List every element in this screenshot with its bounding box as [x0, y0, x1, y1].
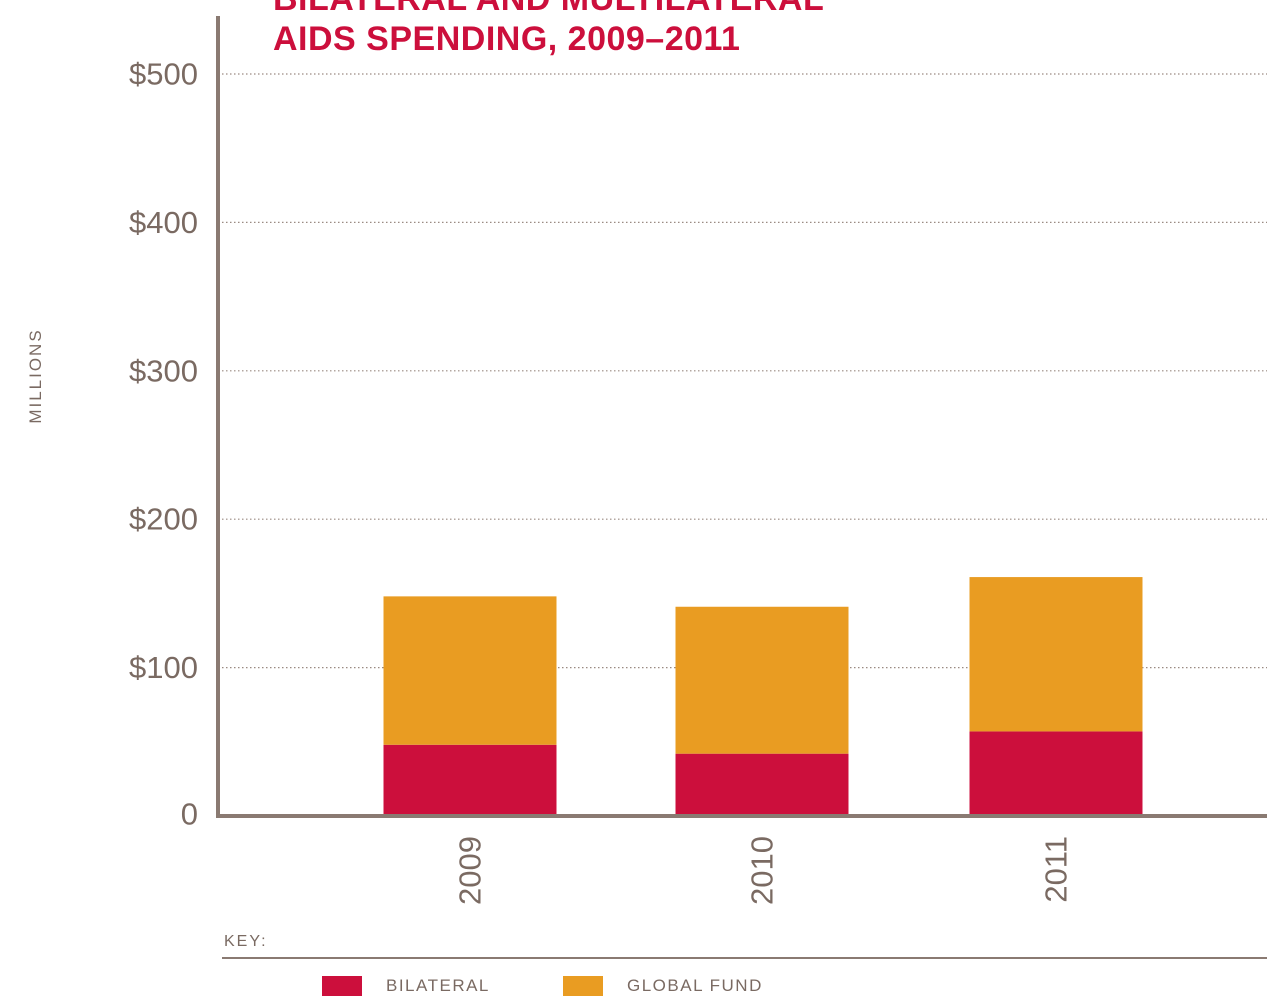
legend-title: KEY:: [224, 933, 268, 950]
x-tick-label-2009: 2009: [453, 836, 488, 905]
legend-swatch-global-fund: [563, 976, 603, 996]
y-tick-label-300: $300: [129, 353, 198, 388]
x-tick-label-2011: 2011: [1039, 836, 1074, 903]
legend-swatch-bilateral: [322, 976, 362, 996]
y-axis-label: MILLIONS: [26, 328, 45, 424]
y-tick-label-500: $500: [129, 57, 198, 92]
bar-bilateral-2010: [675, 753, 849, 816]
bars: [383, 577, 1143, 816]
chart-title-line-2: AIDS SPENDING, 2009–2011: [273, 20, 741, 58]
y-tick-label-100: $100: [129, 650, 198, 685]
legend-label-bilateral: BILATERAL: [386, 976, 490, 995]
legend-item-global-fund: GLOBAL FUND: [563, 975, 763, 997]
chart-title-line-1: BILATERAL AND MULTILATERAL: [273, 0, 824, 19]
y-tick-label-0: 0: [181, 797, 198, 832]
x-tick-label-2010: 2010: [745, 836, 780, 905]
y-tick-label-200: $200: [129, 502, 198, 537]
legend-divider: [222, 957, 1267, 959]
y-tick-label-400: $400: [129, 205, 198, 240]
bar-global-fund-2010: [675, 606, 849, 754]
bar-bilateral-2009: [383, 744, 557, 816]
legend-label-global-fund: GLOBAL FUND: [627, 976, 763, 995]
bar-bilateral-2011: [969, 731, 1143, 816]
axes: [216, 16, 1267, 818]
legend-item-bilateral: BILATERAL: [322, 975, 490, 997]
bar-global-fund-2011: [969, 577, 1143, 732]
tick-labels: 0 $100 $200 $300 $400 $500 2009 2010 2011: [129, 57, 1073, 905]
bar-global-fund-2009: [383, 596, 557, 745]
